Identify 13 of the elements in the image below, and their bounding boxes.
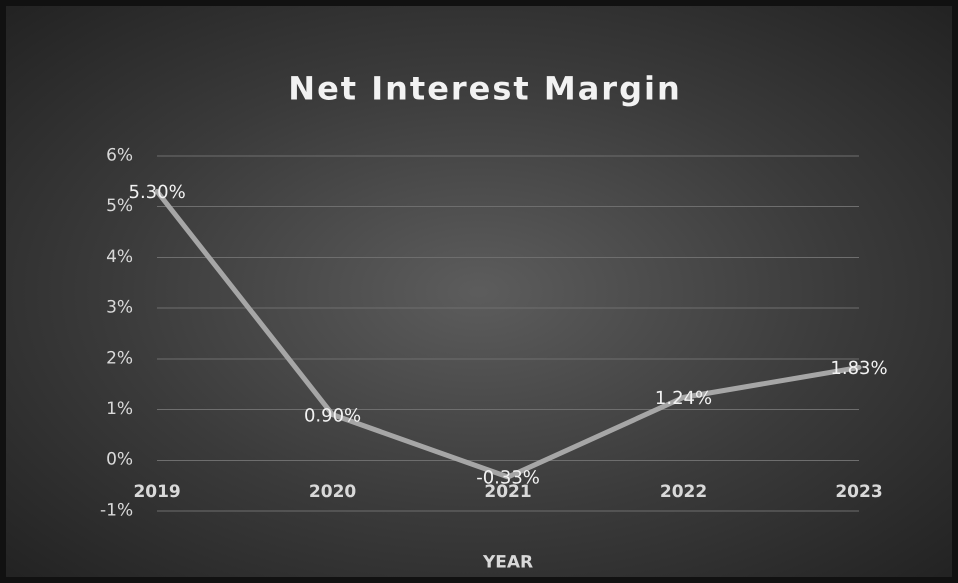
x-tick-label: 2020 [308,482,356,502]
y-tick-label: 1% [106,398,134,419]
x-tick-label: 2019 [133,482,181,502]
y-tick-label: 3% [106,298,134,318]
y-tick-label: 0% [106,450,134,470]
y-tick-label: 4% [106,246,134,267]
x-tick-label: 2022 [660,482,708,502]
y-tick-label: 6% [106,145,134,166]
x-tick-label: 2023 [835,482,883,502]
y-tick-label: 2% [106,348,134,368]
y-tick-label: -1% [100,500,134,520]
x-axis-title: YEAR [482,552,534,572]
chart-title: Net Interest Margin [288,69,682,108]
